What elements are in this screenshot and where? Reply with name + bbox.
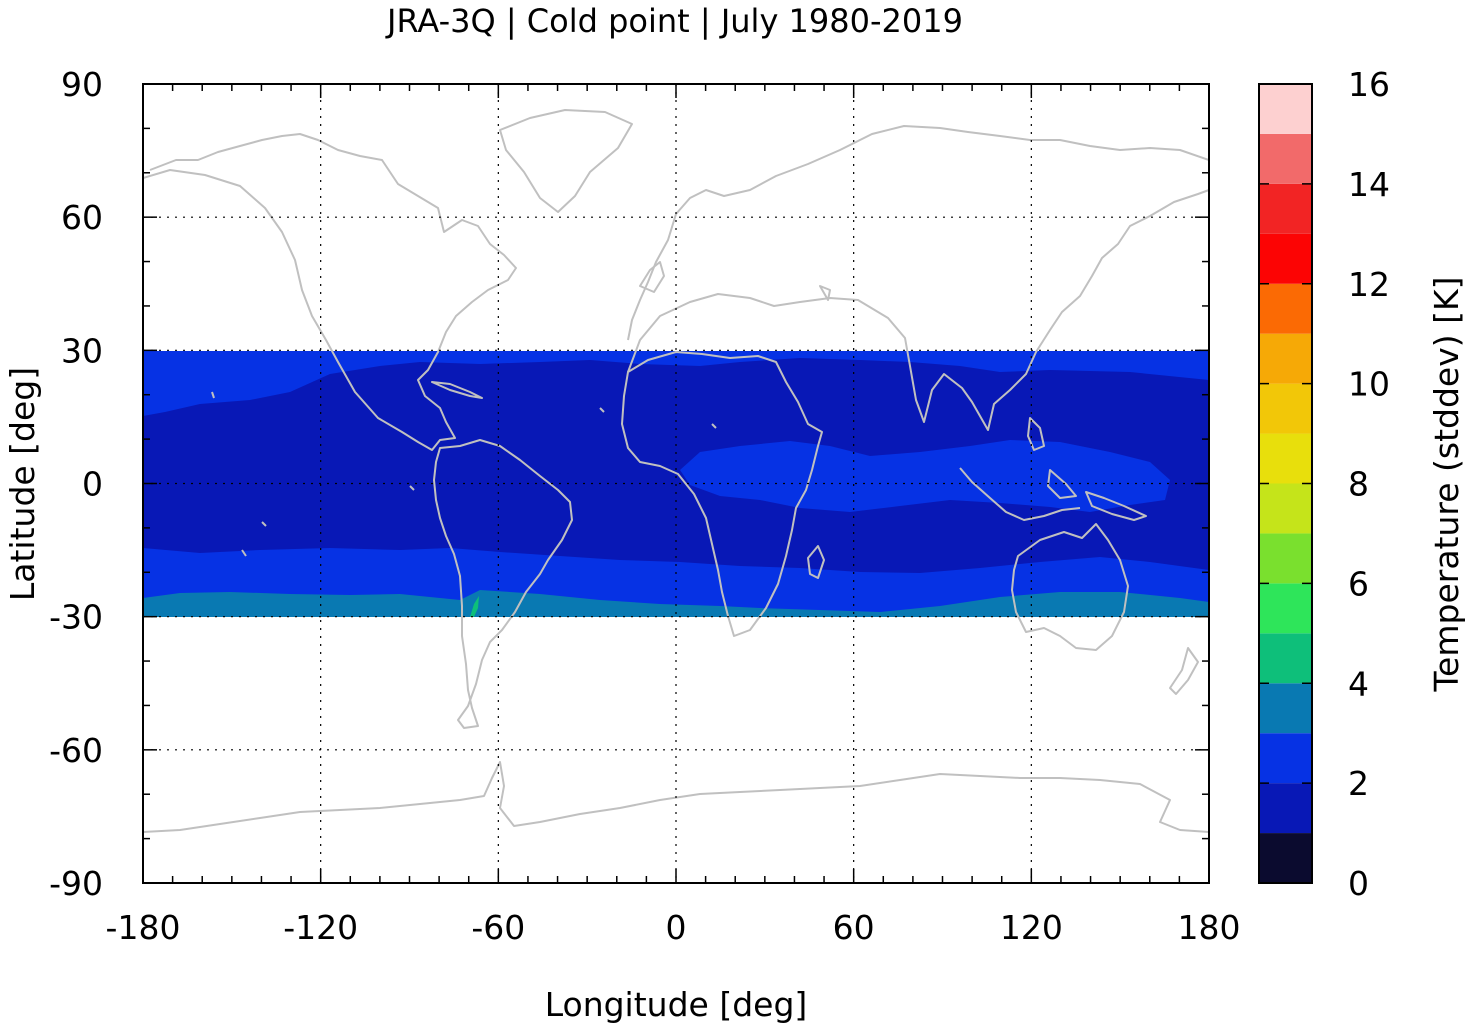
coast-africa bbox=[621, 351, 823, 637]
coastlines bbox=[143, 109, 1209, 833]
coast-eurasia bbox=[627, 125, 1209, 431]
colorbar-tick-label: 4 bbox=[1348, 664, 1369, 703]
colorbar-level-4 bbox=[1259, 633, 1312, 684]
colorbar-level-10 bbox=[1259, 333, 1312, 384]
colorbar-level-1 bbox=[1259, 783, 1312, 834]
x-tick-label: -120 bbox=[283, 908, 358, 947]
coast-south-america bbox=[433, 439, 573, 729]
x-tick-label: 60 bbox=[833, 908, 875, 947]
x-tick-label: 180 bbox=[1178, 908, 1241, 947]
colorbar-level-0 bbox=[1259, 833, 1312, 883]
chart-title: JRA-3Q | Cold point | July 1980-2019 bbox=[385, 2, 963, 40]
plot-frame bbox=[142, 83, 1210, 884]
x-tick-label: 120 bbox=[1000, 908, 1063, 947]
y-tick-label: 60 bbox=[61, 198, 103, 237]
colorbar-level-15 bbox=[1259, 84, 1312, 134]
colorbar-level-5 bbox=[1259, 583, 1312, 634]
coast-antarctica bbox=[143, 761, 1209, 833]
y-axis-label: Latitude [deg] bbox=[3, 367, 42, 601]
coast-maritime-continent bbox=[959, 417, 1147, 521]
grid-lines bbox=[143, 84, 1209, 883]
colorbar-tick-label: 2 bbox=[1348, 764, 1369, 803]
x-tick-label: -60 bbox=[471, 908, 525, 947]
y-tick-label: 0 bbox=[82, 465, 103, 504]
colorbar-label: Temperature (stddev) [K] bbox=[1427, 276, 1466, 692]
colorbar-ticks: 0 2 4 6 8 10 12 14 16 bbox=[1259, 65, 1390, 903]
colorbar-tick-label: 10 bbox=[1348, 365, 1390, 404]
colorbar-tick-label: 12 bbox=[1348, 265, 1390, 304]
x-tick-label: -180 bbox=[106, 908, 181, 947]
colorbar-tick-label: 8 bbox=[1348, 465, 1369, 504]
coast-islands bbox=[211, 261, 831, 557]
colorbar-level-7 bbox=[1259, 483, 1312, 534]
x-tick-label: 0 bbox=[666, 908, 687, 947]
y-tick-label: 30 bbox=[61, 331, 103, 370]
colorbar-level-14 bbox=[1259, 133, 1312, 184]
colorbar-level-11 bbox=[1259, 283, 1312, 334]
colorbar-tick-label: 0 bbox=[1348, 864, 1369, 903]
field-equatorial-band-2-3K bbox=[680, 440, 1170, 512]
field-patch-4-5K bbox=[470, 596, 479, 617]
colorbar-level-6 bbox=[1259, 533, 1312, 584]
colorbar-level-3 bbox=[1259, 683, 1312, 734]
coast-australia bbox=[1011, 523, 1129, 651]
y-tick-label: -30 bbox=[49, 598, 103, 637]
field-south-edge-3-4K bbox=[143, 590, 1209, 617]
colorbar-level-12 bbox=[1259, 233, 1312, 284]
x-axis-label: Longitude [deg] bbox=[545, 985, 808, 1024]
tick-labels: -180 -120 -60 0 60 120 180 90 60 30 0 -30 -60 -90 bbox=[49, 65, 1240, 947]
colorbar-level-8 bbox=[1259, 433, 1312, 484]
colorbar-tick-label: 16 bbox=[1348, 65, 1390, 104]
y-tick-label: 90 bbox=[61, 65, 103, 104]
y-tick-label: -90 bbox=[49, 864, 103, 903]
colorbar bbox=[1259, 84, 1312, 883]
coast-madagascar bbox=[807, 545, 825, 579]
coast-new-zealand bbox=[1169, 647, 1199, 695]
colorbar-level-13 bbox=[1259, 183, 1312, 234]
colorbar-tick-label: 6 bbox=[1348, 564, 1369, 603]
colorbar-level-9 bbox=[1259, 383, 1312, 434]
y-tick-label: -60 bbox=[49, 731, 103, 770]
coast-greenland bbox=[499, 109, 633, 213]
colorbar-tick-label: 14 bbox=[1348, 165, 1390, 204]
coast-north-america bbox=[143, 133, 517, 451]
colorbar-level-2 bbox=[1259, 733, 1312, 784]
